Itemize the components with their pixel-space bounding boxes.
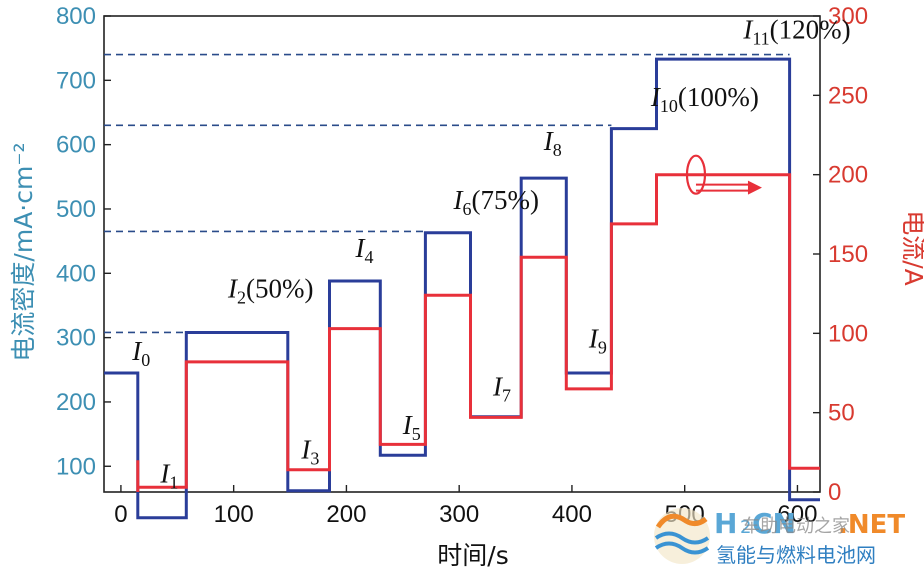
y-left-tick-label: 100: [56, 453, 96, 480]
y-left-tick-label: 400: [56, 260, 96, 287]
y-axis-left-label: 电流密度/mA·cm⁻²: [9, 142, 38, 361]
level-label-i9: I9: [588, 323, 607, 357]
left-axis: 100 200 300 400 500 600 700 800: [56, 3, 111, 480]
y-left-tick-label: 600: [56, 132, 96, 159]
right-axis: 0 50 100 150 200 250 300: [813, 3, 868, 506]
indicator-arrow-shaft: [695, 183, 751, 192]
y-right-tick-label: 100: [828, 320, 868, 347]
right-axis-indicator: [685, 154, 762, 195]
series-layer: [104, 57, 820, 520]
indicator-ellipse: [685, 154, 707, 195]
y-right-tick-label: 200: [828, 162, 868, 189]
level-label-i11: I11(120%): [742, 15, 850, 49]
x-tick-label: 600: [777, 501, 817, 528]
y-left-tick-label: 700: [56, 67, 96, 94]
y-axis-right-label: 电流/A: [899, 210, 924, 286]
watermark: H 2 CN .NET 车助电动之家 氢能与燃料电池网: [654, 507, 905, 567]
reference-lines: [104, 53, 790, 334]
y-right-tick-label: 0: [828, 479, 841, 506]
series-line-right: [136, 173, 820, 492]
y-right-tick-label: 50: [828, 400, 855, 427]
annotations: I0 I1 I2(50%) I3 I4 I5 I6(75%) I7 I8 I9 I10(100%) I…: [131, 15, 850, 493]
level-label-i6: I6(75%): [453, 185, 539, 219]
y-right-tick-label: 150: [828, 241, 868, 268]
watermark-overlay-text: 车助电动之家: [742, 516, 850, 537]
level-label-i7: I7: [492, 372, 511, 406]
x-tick-label: 400: [552, 501, 592, 528]
watermark-brand-cn: CN: [752, 507, 796, 540]
level-label-i1: I1: [159, 458, 178, 492]
x-tick-label: 0: [114, 501, 127, 528]
level-label-i8: I8: [543, 126, 562, 160]
indicator-arrow-head-icon: [747, 180, 762, 195]
level-label-i3: I3: [300, 435, 319, 469]
x-tick-label: 300: [439, 501, 479, 528]
watermark-logo-icon: [654, 508, 710, 564]
level-label-i2: I2(50%): [227, 274, 313, 308]
x-tick-label: 200: [326, 501, 366, 528]
y-left-tick-label: 500: [56, 196, 96, 223]
y-left-tick-label: 800: [56, 3, 96, 30]
series-line-left: [104, 57, 820, 520]
watermark-subtitle: 氢能与燃料电池网: [716, 543, 876, 567]
level-label-i0: I0: [131, 336, 150, 370]
level-label-i10: I10(100%): [650, 82, 759, 116]
watermark-brand-two: 2: [740, 517, 751, 538]
y-right-tick-label: 300: [828, 3, 868, 30]
x-axis-label: 时间/s: [437, 541, 508, 570]
x-tick-label: 100: [214, 501, 254, 528]
level-label-i5: I5: [402, 410, 421, 444]
watermark-brand-h: H: [714, 507, 737, 540]
y-right-tick-label: 250: [828, 82, 868, 109]
level-label-i4: I4: [354, 233, 373, 267]
y-left-tick-label: 200: [56, 389, 96, 416]
y-left-tick-label: 300: [56, 325, 96, 352]
watermark-brand-net: .NET: [838, 510, 905, 540]
